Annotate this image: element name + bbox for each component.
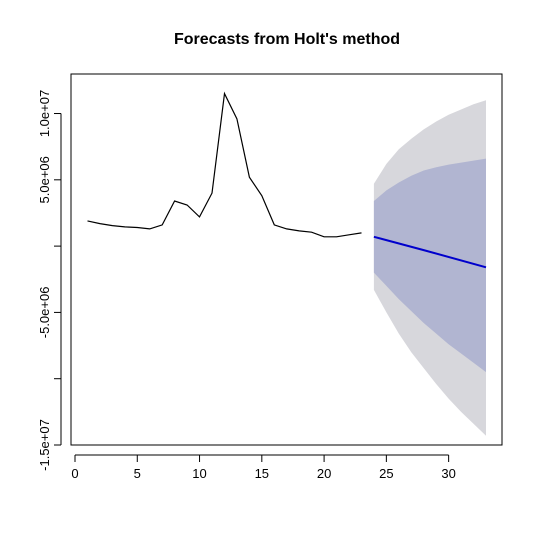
y-tick-label: -5.0e+06 — [37, 287, 52, 339]
y-tick-label: 1.0e+07 — [37, 90, 52, 137]
series-lines — [87, 91, 487, 269]
interval-band-3 — [373, 158, 486, 373]
observed-line — [87, 91, 362, 238]
x-tick-label: 10 — [192, 466, 206, 481]
y-axis: -1.5e+07 -5.0e+06 5.0e+06 1.0e+07 — [37, 90, 62, 471]
y-tick-label: 5.0e+06 — [37, 156, 52, 203]
x-tick-label: 15 — [255, 466, 269, 481]
y-tick-label: -1.5e+07 — [37, 419, 52, 471]
x-axis: 0 5 10 15 20 25 30 — [71, 454, 456, 481]
chart-title: Forecasts from Holt's method — [174, 31, 400, 48]
prediction-intervals — [373, 100, 486, 436]
plot-frame — [70, 73, 503, 446]
x-tick-label: 0 — [71, 466, 78, 481]
x-tick-label: 20 — [317, 466, 331, 481]
x-tick-label: 25 — [379, 466, 393, 481]
forecast-line — [373, 235, 487, 269]
x-tick-label: 5 — [134, 466, 141, 481]
x-tick-label: 30 — [441, 466, 455, 481]
